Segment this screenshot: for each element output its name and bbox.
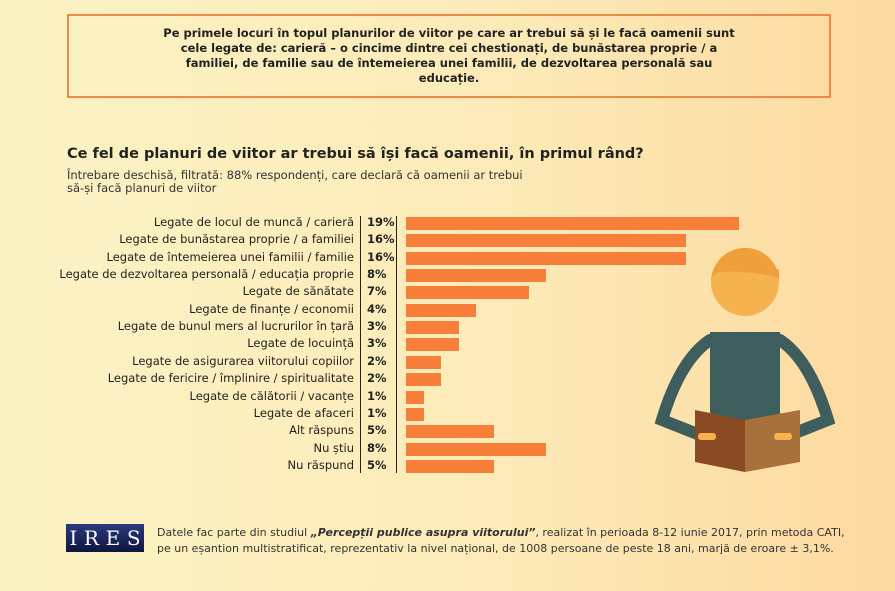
- bar: [406, 217, 739, 230]
- category-label: Legate de sănătate: [242, 284, 354, 299]
- value-label: 3%: [367, 319, 387, 334]
- bar-row: Legate de asigurarea viitorului copiilor…: [0, 354, 895, 371]
- value-label: 5%: [367, 457, 387, 472]
- summary-text: Pe primele locuri în topul planurilor de…: [163, 26, 735, 85]
- category-label: Nu răspund: [287, 457, 355, 472]
- book-right: [745, 410, 800, 472]
- chart-subtitle: Întrebare deschisă, filtrată: 88% respon…: [67, 168, 523, 195]
- category-label: Legate de locul de muncă / carieră: [153, 215, 354, 229]
- value-label: 7%: [367, 284, 387, 299]
- bar-row: Legate de locul de muncă / carieră 19%: [0, 215, 895, 232]
- bar: [406, 338, 459, 352]
- bar-row: Legate de locuință 3%: [0, 336, 895, 353]
- bar: [406, 269, 546, 283]
- bar: [406, 407, 424, 421]
- bar-row: Legate de bunul mers al lucrurilor în ța…: [0, 319, 895, 336]
- footnote-post: , realizat în perioada 8-12 iunie 2017, …: [535, 526, 845, 539]
- category-label: Legate de fericire / împlinire / spiritu…: [107, 371, 354, 386]
- bar-row: Legate de finanțe / economii 4%: [0, 302, 895, 319]
- bar: [406, 425, 494, 439]
- bar-row: Nu știu 8%: [0, 441, 895, 458]
- bar-row: Legate de dezvoltarea personală / educaț…: [0, 267, 895, 284]
- divider-left: [360, 216, 361, 473]
- summary-box: Pe primele locuri în topul planurilor de…: [67, 14, 831, 98]
- bar-row: Legate de fericire / împlinire / spiritu…: [0, 371, 895, 388]
- category-label: Legate de bunul mers al lucrurilor în ța…: [117, 319, 354, 334]
- bar: [406, 355, 441, 369]
- bar-row: Legate de afaceri 1%: [0, 406, 895, 423]
- value-label: 5%: [367, 423, 387, 438]
- category-label: Nu știu: [313, 440, 354, 455]
- value-label: 1%: [367, 388, 387, 403]
- value-label: 19%: [367, 215, 395, 229]
- category-label: Legate de dezvoltarea personală / educaț…: [59, 267, 354, 282]
- category-label: Alt răspuns: [289, 423, 354, 438]
- bar: [406, 459, 494, 473]
- category-label: Legate de întemeierea unei familii / fam…: [106, 249, 355, 264]
- bar: [406, 373, 441, 387]
- bar: [406, 442, 546, 456]
- bar-row: Legate de călătorii / vacanțe 1%: [0, 389, 895, 406]
- footnote: Datele fac parte din studiul „Percepții …: [157, 525, 845, 557]
- bar-row: Legate de sănătate 7%: [0, 284, 895, 301]
- category-label: Legate de locuință: [247, 336, 354, 351]
- bar: [406, 234, 686, 248]
- book-left: [695, 410, 745, 472]
- bar-row: Legate de întemeierea unei familii / fam…: [0, 250, 895, 267]
- category-label: Legate de asigurarea viitorului copiilor: [132, 353, 354, 368]
- value-label: 3%: [367, 336, 387, 351]
- value-label: 16%: [367, 249, 395, 264]
- bar: [406, 390, 424, 404]
- bar-row: Nu răspund 5%: [0, 458, 895, 475]
- person-reading-illustration: [654, 247, 836, 472]
- value-label: 2%: [367, 371, 387, 386]
- value-label: 4%: [367, 301, 387, 316]
- bar: [406, 303, 476, 317]
- category-label: Legate de afaceri: [253, 405, 354, 420]
- bar: [406, 251, 686, 265]
- bar-row: Alt răspuns 5%: [0, 423, 895, 440]
- chart-title: Ce fel de planuri de viitor ar trebui să…: [67, 146, 644, 162]
- footnote-line2: pe un eșantion multistratificat, repreze…: [157, 542, 834, 555]
- study-name: „Percepții publice asupra viitorului”: [310, 526, 536, 539]
- value-label: 1%: [367, 405, 387, 420]
- value-label: 16%: [367, 232, 395, 247]
- value-label: 2%: [367, 353, 387, 368]
- footnote-pre: Datele fac parte din studiul: [157, 526, 311, 539]
- bar-row: Legate de bunăstarea proprie / a familie…: [0, 232, 895, 249]
- bar: [406, 321, 459, 335]
- category-label: Legate de finanțe / economii: [189, 301, 354, 316]
- value-label: 8%: [367, 267, 387, 282]
- bar: [406, 286, 529, 300]
- category-label: Legate de călătorii / vacanțe: [189, 388, 354, 403]
- category-label: Legate de bunăstarea proprie / a familie…: [119, 232, 354, 247]
- divider-right: [396, 216, 397, 473]
- value-label: 8%: [367, 440, 387, 455]
